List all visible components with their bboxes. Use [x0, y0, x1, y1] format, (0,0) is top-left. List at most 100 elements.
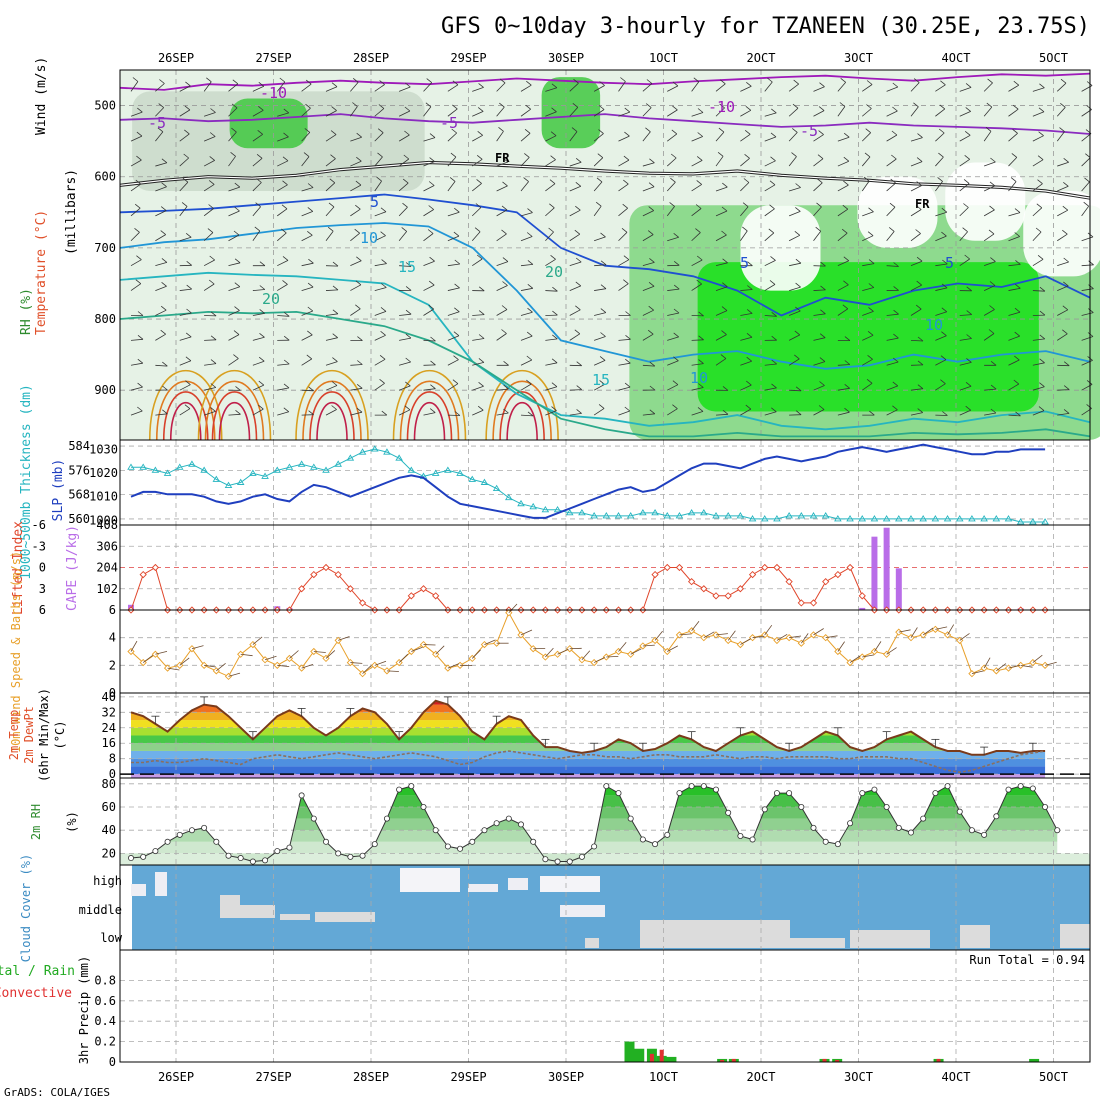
wind-barb-flag	[453, 231, 460, 237]
date-label-top: 2OCT	[747, 51, 776, 65]
wind-barb-flag	[137, 382, 143, 388]
wind-barb	[935, 383, 946, 391]
wind-barb	[228, 358, 239, 366]
wind-barb-flag	[354, 228, 360, 234]
cloud-clear-patch	[850, 930, 930, 948]
wind-barb-flag	[770, 156, 776, 162]
wind-barb-flag	[258, 105, 264, 111]
y-tick-label-right: 306	[96, 539, 118, 553]
y-axis-label: Convective	[0, 986, 72, 1001]
wind-barb	[642, 285, 655, 291]
wind-barb	[740, 157, 750, 167]
wind-barb-flag	[672, 380, 679, 386]
rh-2m-point	[859, 790, 866, 797]
wind-barb-flag	[282, 256, 289, 261]
wind-barb-flag	[1010, 177, 1017, 182]
date-label-top: 5OCT	[1039, 51, 1068, 65]
wind-barb-flag	[231, 127, 237, 133]
wind-barb-flag	[381, 259, 387, 264]
wind-barb	[496, 233, 507, 242]
thickness-point	[700, 508, 708, 516]
wind-barb	[886, 337, 899, 341]
wind-barb-flag	[745, 404, 752, 410]
wind-barb-flag	[940, 355, 947, 361]
wind-barb	[399, 313, 412, 316]
wind-barb-flag	[478, 310, 485, 315]
rh-2m-point	[981, 831, 988, 838]
isotherm-line	[119, 72, 1091, 91]
cloud-clear-patch	[508, 878, 528, 890]
wind-barb	[1056, 82, 1067, 92]
wind-barb	[350, 184, 362, 192]
wind-speed-point	[273, 661, 281, 669]
wind-barb	[325, 409, 337, 416]
lifted-index-point	[151, 563, 160, 572]
cloud-level-label: middle	[79, 903, 122, 917]
wind-barb	[252, 157, 263, 167]
wind-barb-flag	[525, 104, 531, 110]
wind-barb-flag	[1063, 361, 1070, 367]
wind-barb	[130, 81, 139, 92]
wind-barb	[374, 311, 387, 316]
cape-bar	[895, 568, 902, 610]
rh-2m-point	[140, 853, 147, 860]
wind-barb	[837, 184, 849, 192]
wind-barb	[1081, 264, 1094, 267]
wind-barb	[1057, 209, 1068, 217]
wind-barb-flag	[134, 203, 141, 209]
wind-barb	[959, 231, 968, 242]
wind-barb-flag	[307, 330, 313, 336]
wind-barb-flag	[404, 130, 410, 136]
cloud-fill	[132, 865, 1090, 950]
wind-barb	[496, 285, 508, 291]
wind-barb	[935, 287, 948, 291]
wind-barb	[472, 385, 484, 391]
wind-barb	[837, 82, 847, 92]
y-tick-label-right: 1030	[89, 442, 118, 456]
wind-barb	[277, 260, 289, 267]
wind-barb-flag	[673, 260, 680, 266]
wind-barb-flag	[649, 409, 656, 415]
wind-barb-flag	[503, 360, 509, 366]
y-tick-label: 40	[102, 823, 116, 837]
wind-barb	[789, 389, 802, 392]
wind-barb-flag	[256, 153, 263, 159]
rh-2m-point	[761, 806, 768, 813]
wind-barb-flag	[1038, 107, 1045, 113]
thickness-point	[431, 469, 440, 476]
wind-barb-flag	[502, 281, 508, 286]
wind-barb-flag	[405, 262, 412, 267]
temp-2m-line	[130, 699, 1046, 756]
rh-2m-point	[652, 841, 659, 848]
lifted-index-point	[834, 570, 842, 579]
y-tick-label: 8	[109, 752, 116, 766]
wind-barb-flag	[722, 182, 728, 188]
wind-barb	[618, 410, 630, 416]
wind-barb	[301, 358, 313, 366]
wind-barb	[301, 211, 313, 217]
wind-barb	[667, 85, 679, 92]
cloud-level-label: low	[100, 931, 122, 945]
wind-barb	[155, 262, 168, 267]
wind-barb-flag	[501, 229, 507, 235]
wind-barb	[910, 82, 920, 92]
thickness-point	[943, 515, 952, 522]
thickness-point	[834, 515, 842, 522]
wind-barb	[862, 382, 873, 391]
wind-barb	[935, 108, 946, 117]
y-axis-label: Lifted Index	[11, 521, 26, 615]
wind-barb-flag	[770, 256, 776, 261]
wind-barb-flag	[815, 226, 821, 232]
wind-barb	[423, 308, 434, 316]
wind-barb-flag	[575, 205, 581, 211]
wind-barb	[935, 263, 948, 267]
rh-2m-point	[615, 790, 622, 797]
wind-barb-flag	[1063, 157, 1069, 163]
wind-barb	[642, 234, 654, 242]
wind-barb-flag	[478, 334, 485, 339]
y-axis-label: RH (%)	[19, 288, 34, 335]
wind-barb-flag	[892, 405, 898, 411]
wind-barb-10m	[204, 664, 217, 668]
freezing-label: FR	[495, 151, 510, 165]
y-axis-label: (millibars)	[64, 169, 79, 255]
